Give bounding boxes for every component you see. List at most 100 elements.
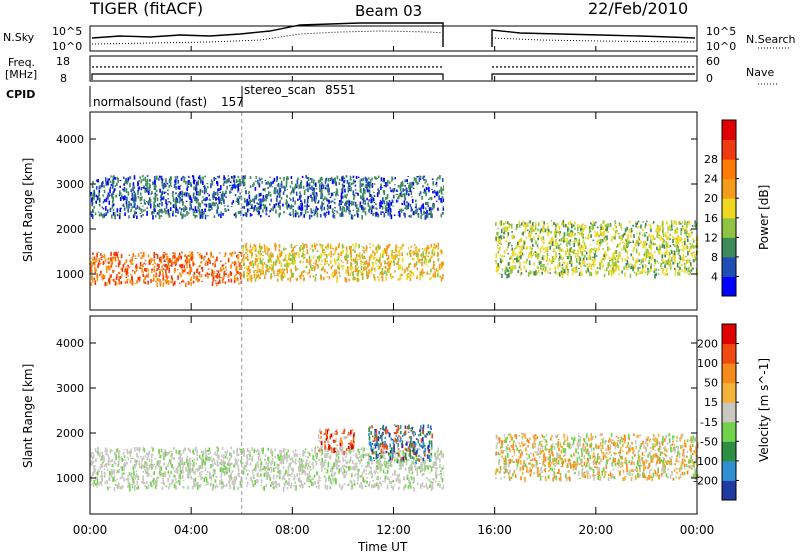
range-cell bbox=[140, 186, 143, 191]
range-cell bbox=[308, 260, 311, 266]
range-cell bbox=[342, 206, 344, 209]
range-cell bbox=[646, 220, 648, 223]
range-cell bbox=[216, 273, 219, 277]
range-cell bbox=[559, 243, 562, 246]
range-cell bbox=[131, 206, 133, 209]
range-cell bbox=[504, 227, 506, 229]
range-cell bbox=[358, 451, 360, 455]
range-cell bbox=[496, 265, 498, 269]
range-cell bbox=[265, 461, 267, 465]
y-tick-label: 4000 bbox=[56, 133, 84, 146]
range-cell bbox=[188, 254, 191, 258]
range-cell bbox=[301, 248, 303, 250]
range-cell bbox=[668, 254, 671, 259]
range-cell bbox=[246, 253, 249, 255]
range-cell bbox=[247, 258, 249, 261]
range-cell bbox=[331, 208, 334, 213]
range-cell bbox=[558, 252, 561, 255]
range-cell bbox=[562, 261, 565, 264]
range-cell bbox=[92, 210, 95, 213]
range-cell bbox=[688, 267, 690, 272]
range-cell bbox=[594, 253, 596, 256]
range-cell bbox=[685, 256, 687, 258]
range-cell bbox=[347, 254, 349, 258]
range-cell bbox=[440, 250, 443, 255]
range-cell bbox=[441, 197, 443, 202]
range-cell bbox=[91, 201, 94, 206]
range-cell bbox=[651, 243, 653, 245]
range-cell bbox=[111, 193, 113, 198]
range-cell bbox=[210, 255, 212, 258]
range-cell bbox=[359, 459, 361, 465]
range-cell bbox=[160, 195, 162, 197]
range-cell bbox=[170, 176, 172, 180]
range-cell bbox=[232, 200, 235, 204]
range-cell bbox=[222, 212, 224, 216]
range-cell bbox=[265, 206, 268, 212]
range-cell bbox=[600, 226, 603, 230]
range-cell bbox=[156, 268, 159, 270]
range-cell bbox=[162, 268, 165, 270]
colorbar-swatch bbox=[722, 217, 736, 238]
range-cell bbox=[656, 246, 658, 250]
freq-right-tick-top: 60 bbox=[706, 55, 720, 68]
range-cell bbox=[216, 461, 219, 467]
range-cell bbox=[248, 469, 251, 472]
range-cell bbox=[146, 175, 149, 177]
range-cell bbox=[189, 183, 191, 185]
range-cell bbox=[592, 221, 595, 225]
range-cell bbox=[206, 196, 208, 201]
range-cell bbox=[199, 214, 202, 219]
echo-region bbox=[90, 446, 446, 492]
range-cell bbox=[324, 181, 327, 184]
range-cell bbox=[534, 251, 537, 254]
range-cell bbox=[323, 251, 325, 256]
range-cell bbox=[291, 190, 293, 193]
range-cell bbox=[399, 184, 402, 189]
range-cell bbox=[340, 192, 343, 197]
range-cell bbox=[386, 262, 388, 265]
range-cell bbox=[409, 481, 411, 487]
range-cell bbox=[118, 214, 121, 220]
range-cell bbox=[604, 235, 607, 238]
range-cell bbox=[593, 261, 595, 264]
range-cell bbox=[376, 192, 379, 197]
range-cell bbox=[639, 271, 641, 275]
range-cell bbox=[667, 226, 670, 230]
range-cell bbox=[236, 180, 239, 183]
range-cell bbox=[569, 257, 571, 261]
range-cell bbox=[434, 453, 436, 457]
range-cell bbox=[230, 188, 232, 190]
range-cell bbox=[410, 269, 412, 273]
range-cell bbox=[677, 240, 680, 244]
range-cell bbox=[115, 456, 117, 460]
range-cell bbox=[124, 181, 126, 185]
range-cell bbox=[615, 255, 618, 257]
range-cell bbox=[105, 463, 108, 468]
range-cell bbox=[408, 453, 410, 457]
range-cell bbox=[608, 261, 610, 267]
range-cell bbox=[292, 205, 294, 208]
range-cell bbox=[300, 199, 302, 202]
range-cell bbox=[95, 186, 98, 190]
range-cell bbox=[693, 240, 695, 243]
range-cell bbox=[531, 271, 533, 274]
range-cell bbox=[550, 231, 552, 234]
range-cell bbox=[319, 187, 321, 193]
range-cell bbox=[309, 275, 311, 278]
range-cell bbox=[297, 198, 299, 201]
range-cell bbox=[299, 484, 301, 487]
range-cell bbox=[238, 200, 240, 205]
range-cell bbox=[159, 188, 161, 193]
range-cell bbox=[431, 255, 433, 257]
range-cell bbox=[537, 234, 540, 238]
range-cell bbox=[631, 266, 633, 270]
range-cell bbox=[328, 189, 330, 192]
range-cell bbox=[618, 235, 621, 239]
range-cell bbox=[332, 275, 335, 278]
range-cell bbox=[290, 254, 293, 257]
range-cell bbox=[101, 214, 103, 217]
range-cell bbox=[260, 246, 263, 249]
range-cell bbox=[227, 257, 230, 263]
range-cell bbox=[338, 242, 341, 246]
